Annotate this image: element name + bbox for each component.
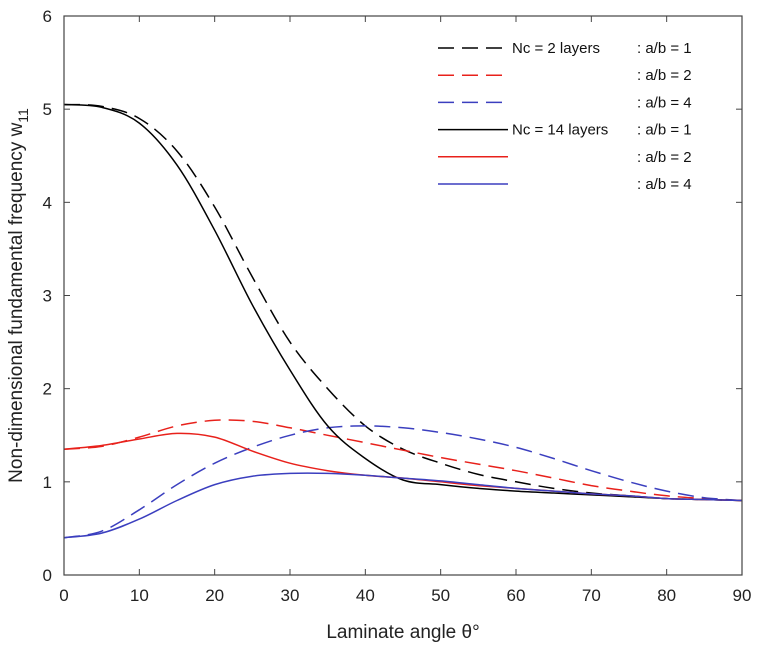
series-line-1	[63, 103, 743, 502]
x-tick-label: 10	[130, 586, 149, 605]
legend-label-4: Nc = 14 layers	[512, 122, 608, 139]
plot-curves	[63, 103, 743, 539]
legend-ratio-5: : a/b = 2	[637, 149, 692, 166]
y-tick-label: 4	[43, 193, 52, 212]
legend-ratio-4: : a/b = 1	[637, 122, 692, 139]
x-tick-label: 0	[59, 586, 68, 605]
legend-ratio-6: : a/b = 4	[637, 176, 692, 193]
series-line-6	[63, 472, 743, 539]
y-axis-label: Non-dimensional fundamental frequency w1…	[6, 108, 31, 483]
y-tick-label: 1	[43, 473, 52, 492]
series-line-3	[63, 425, 743, 539]
legend-label-1: Nc = 2 layers	[512, 40, 600, 57]
x-tick-label: 60	[507, 586, 526, 605]
y-tick-label: 5	[43, 100, 52, 119]
x-tick-label: 90	[733, 586, 752, 605]
series-line-5	[63, 432, 743, 502]
y-axis-label-main: Non-dimensional fundamental frequency w	[6, 122, 27, 482]
legend: Nc = 2 layers : a/b = 1 : a/b = 2 : a/b = 4…	[438, 38, 692, 193]
y-axis-ticks: 0 1 2 3 4 5 6	[43, 7, 742, 585]
y-tick-label: 6	[43, 7, 52, 26]
y-axis-label-subscript: 11	[15, 108, 31, 123]
x-tick-label: 20	[205, 586, 224, 605]
y-tick-label: 3	[43, 287, 52, 306]
legend-ratio-3: : a/b = 4	[637, 94, 692, 111]
x-tick-label: 80	[657, 586, 676, 605]
y-tick-label: 0	[43, 566, 52, 585]
x-tick-label: 70	[582, 586, 601, 605]
legend-ratio-2: : a/b = 2	[637, 67, 692, 84]
series-line-2	[63, 419, 743, 502]
x-axis-ticks: 0 10 20 30 40 50 60 70 80 90	[59, 16, 751, 605]
legend-label-bg	[509, 38, 627, 58]
x-tick-label: 50	[431, 586, 450, 605]
x-tick-label: 30	[281, 586, 300, 605]
legend-label-bg	[509, 119, 627, 140]
legend-ratio-1: : a/b = 1	[637, 40, 692, 57]
x-tick-label: 40	[356, 586, 375, 605]
y-tick-label: 2	[43, 380, 52, 399]
x-axis-label: Laminate angle θ°	[326, 622, 479, 643]
